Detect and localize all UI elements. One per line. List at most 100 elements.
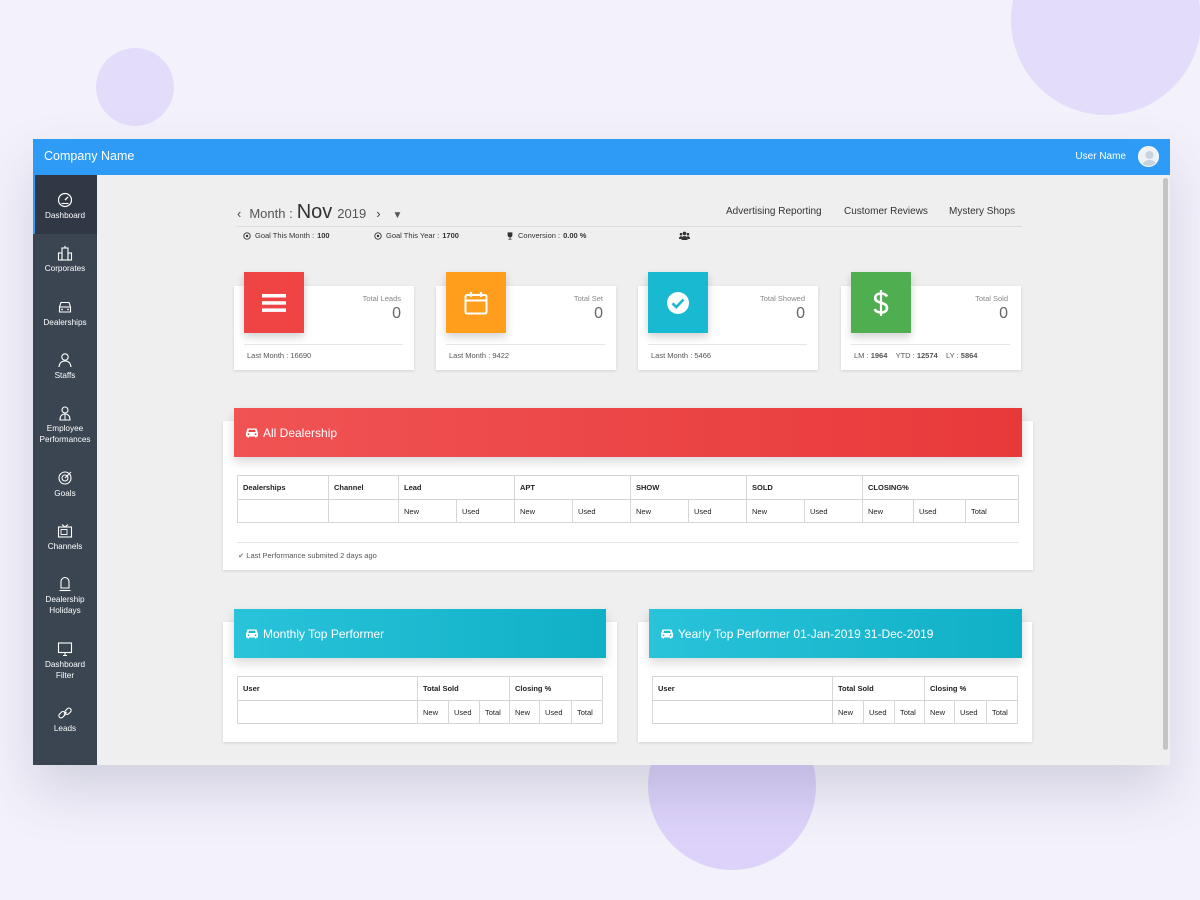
- card-title: Total Showed: [759, 294, 805, 303]
- car-icon: [246, 629, 258, 639]
- team-icon[interactable]: [679, 231, 690, 240]
- car-front-icon: [58, 301, 72, 313]
- table-cell: Used: [954, 700, 987, 724]
- decorative-circle: [96, 48, 174, 126]
- card-footer: Last Month : 5466: [651, 351, 712, 360]
- stat-card-total-showed[interactable]: Total Showed 0 Last Month : 5466: [638, 272, 818, 370]
- team-icon-wrapper: [679, 231, 690, 240]
- sidebar-item-dashboard[interactable]: Dashboard: [33, 175, 97, 234]
- month-year: 2019: [337, 206, 367, 221]
- sidebar: Dashboard Corporates Dealerships: [33, 175, 97, 765]
- sidebar-item-corporates[interactable]: Corporates: [33, 245, 97, 275]
- calendar-icon: [464, 291, 488, 314]
- check-icon: ✔: [238, 551, 245, 560]
- card-title: Total Set: [573, 294, 603, 303]
- mystery-shops-link[interactable]: Mystery Shops: [949, 206, 1016, 217]
- column-header: Total Sold: [832, 676, 925, 701]
- app-window: Company Name User Name Dashboard: [33, 139, 1170, 765]
- card-footer: LM : 1964 YTD : 12574 LY : 5864: [854, 351, 978, 360]
- column-header: CLOSING%: [862, 475, 1019, 500]
- table-cell: Used: [863, 700, 895, 724]
- card-value: 0: [392, 305, 401, 322]
- customer-reviews-link[interactable]: Customer Reviews: [844, 206, 928, 217]
- table-cell: New: [630, 499, 689, 523]
- sidebar-item-employee-performances[interactable]: Employee Performances: [33, 405, 97, 445]
- card-icon-box: [648, 272, 708, 333]
- target-icon: [374, 231, 382, 240]
- avatar[interactable]: [1138, 146, 1159, 167]
- scrollbar[interactable]: [1163, 178, 1168, 750]
- sidebar-item-label: Goals: [54, 489, 76, 498]
- employee-icon: [59, 406, 71, 421]
- decorative-circle: [1011, 0, 1200, 115]
- stat-card-total-sold[interactable]: Total Sold 0 LM : 1964 YTD : 12574 LY : …: [841, 272, 1021, 370]
- column-header: SOLD: [746, 475, 863, 500]
- stat-card-total-set[interactable]: Total Set 0 Last Month : 9422: [436, 272, 616, 370]
- table-cell: New: [398, 499, 457, 523]
- column-header: Closing %: [924, 676, 1018, 701]
- sidebar-item-label: Employee Performances: [39, 424, 91, 444]
- check-circle-icon: [667, 291, 689, 314]
- speedometer-icon: [57, 192, 73, 208]
- monitor-icon: [57, 642, 73, 657]
- list-icon: [262, 293, 286, 312]
- trophy-icon: [507, 231, 513, 240]
- sidebar-item-channels[interactable]: Channels: [33, 523, 97, 553]
- divider: [237, 542, 1018, 543]
- sidebar-item-label: Staffs: [54, 371, 76, 380]
- car-icon: [661, 629, 673, 639]
- sidebar-item-goals[interactable]: Goals: [33, 470, 97, 500]
- filter-icon[interactable]: ▼: [392, 210, 403, 221]
- card-icon-box: [244, 272, 304, 333]
- all-dealership-header: All Dealership: [234, 408, 1022, 457]
- table-row: New Used New Used New Used New Used New …: [237, 499, 1019, 523]
- stat-card-total-leads[interactable]: Total Leads 0 Last Month : 16690: [234, 272, 414, 370]
- company-name[interactable]: Company Name: [44, 149, 135, 163]
- table-cell: Total: [571, 700, 603, 724]
- sidebar-item-dashboard-filter[interactable]: Dashboard Filter: [33, 641, 97, 681]
- card-footer: Last Month : 16690: [247, 351, 312, 360]
- table-cell: Total: [986, 700, 1018, 724]
- table-cell: Total: [479, 700, 510, 724]
- table-cell: Used: [456, 499, 515, 523]
- table-cell: Used: [913, 499, 966, 523]
- sidebar-item-leads[interactable]: Leads: [33, 705, 97, 735]
- card-title: Total Leads: [362, 294, 401, 303]
- divider: [446, 344, 605, 345]
- sidebar-item-label: Dashboard: [44, 211, 86, 220]
- conversion: Conversion :0.00 %: [506, 231, 586, 240]
- month-label: Month :: [249, 206, 293, 221]
- goal-this-year: Goal This Year :1700: [374, 231, 459, 240]
- table-cell: New: [514, 499, 573, 523]
- sidebar-item-dealerships[interactable]: Dealerships: [33, 299, 97, 329]
- sidebar-item-staffs[interactable]: Staffs: [33, 352, 97, 382]
- divider: [851, 344, 1010, 345]
- table-cell: New: [417, 700, 449, 724]
- column-header: APT: [514, 475, 631, 500]
- column-header: Total Sold: [417, 676, 510, 701]
- monthly-top-performer-table: User Total Sold Closing % New Used Total…: [237, 676, 603, 724]
- advertising-reporting-link[interactable]: Advertising Reporting: [726, 206, 822, 217]
- yearly-top-performer-header: Yearly Top Performer 01-Jan-2019 31-Dec-…: [649, 609, 1022, 658]
- column-header: SHOW: [630, 475, 747, 500]
- chevron-right-icon[interactable]: ›: [376, 206, 381, 221]
- sidebar-item-label: Corporates: [44, 264, 86, 273]
- tv-icon: [57, 524, 73, 538]
- sidebar-item-dealership-holidays[interactable]: Dealership Holidays: [33, 576, 97, 616]
- chevron-left-icon[interactable]: ‹: [237, 206, 242, 221]
- user-name[interactable]: User Name: [1075, 151, 1126, 162]
- table-row: New Used Total New Used Total: [652, 700, 1018, 724]
- target-icon: [243, 231, 251, 240]
- card-value: 0: [594, 305, 603, 322]
- table-cell: Used: [448, 700, 480, 724]
- column-header: User: [652, 676, 833, 701]
- user-avatar-icon: [1141, 151, 1158, 166]
- last-performance-note: ✔ Last Performance submited 2 days ago: [238, 551, 377, 560]
- card-title: Total Sold: [975, 294, 1008, 303]
- panel-title: All Dealership: [263, 425, 338, 440]
- target-icon: [58, 471, 72, 485]
- sidebar-item-label: Dealerships: [43, 318, 87, 327]
- dollar-icon: [873, 289, 889, 316]
- table-cell: Total: [894, 700, 925, 724]
- link-icon: [58, 707, 72, 719]
